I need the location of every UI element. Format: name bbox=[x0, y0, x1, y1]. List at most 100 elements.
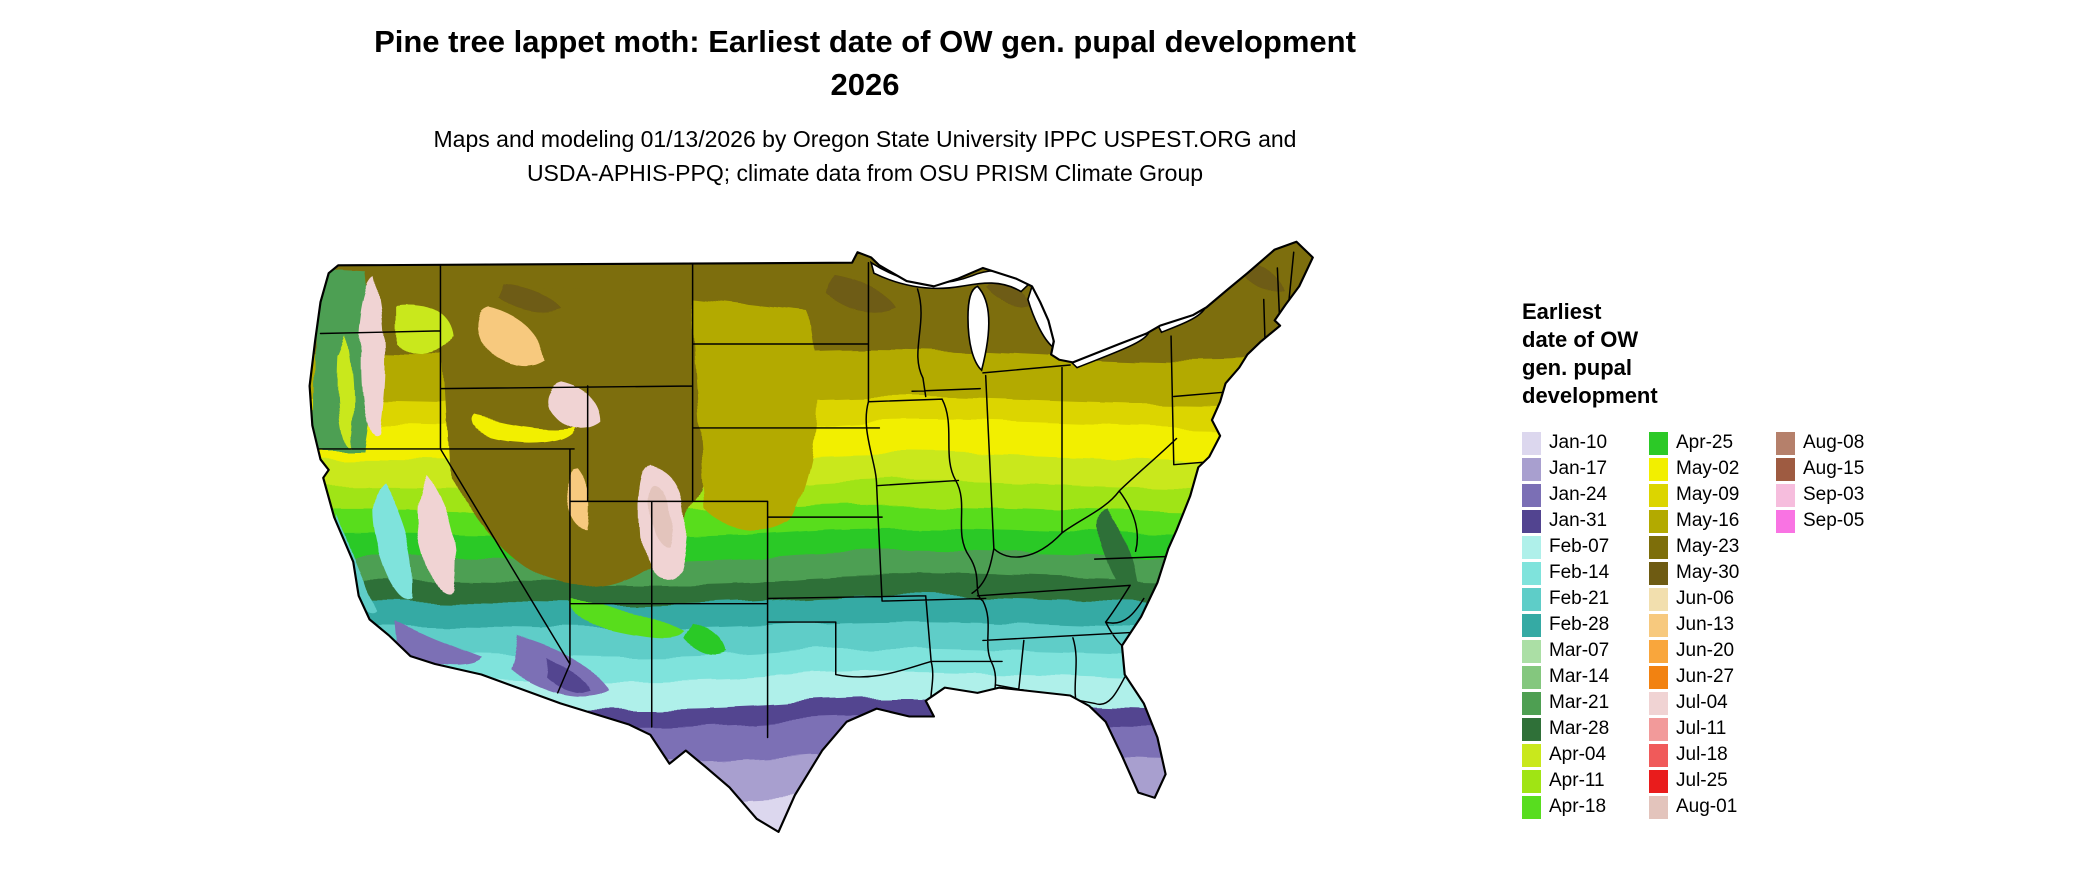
legend-swatch bbox=[1649, 691, 1668, 715]
legend-swatch bbox=[1649, 769, 1668, 793]
legend-label: Feb-28 bbox=[1549, 614, 1610, 635]
map-region-mogollon-rim bbox=[572, 601, 686, 640]
legend-swatch bbox=[1522, 795, 1541, 819]
legend-swatch bbox=[1649, 457, 1668, 481]
legend-label: May-23 bbox=[1676, 536, 1740, 557]
legend-swatch bbox=[1649, 431, 1668, 455]
legend-entry: Jun-06 bbox=[1649, 586, 1776, 612]
legend-label: Jun-27 bbox=[1676, 666, 1735, 687]
legend-entry: Jul-25 bbox=[1649, 768, 1776, 794]
legend-entry: May-02 bbox=[1649, 456, 1776, 482]
legend-title-line-2: date of OW bbox=[1522, 327, 1639, 352]
legend-swatch bbox=[1649, 587, 1668, 611]
map-band-jan17 bbox=[309, 750, 1313, 832]
subtitle-line-1: Maps and modeling 01/13/2026 by Oregon S… bbox=[433, 126, 1297, 152]
legend-swatch bbox=[1522, 717, 1541, 741]
map-region-border-sliver bbox=[993, 249, 1022, 262]
legend-swatch bbox=[1522, 431, 1541, 455]
legend-label: Sep-03 bbox=[1803, 484, 1865, 505]
legend-entry: Aug-01 bbox=[1649, 794, 1776, 820]
legend-entry: May-30 bbox=[1649, 560, 1776, 586]
map-band-jan10 bbox=[309, 792, 1313, 832]
legend-label: Mar-21 bbox=[1549, 692, 1610, 713]
legend-column-1: Jan-10 Jan-17 Jan-24 Jan-31 Feb-07 Feb-14 Feb-… bbox=[1522, 430, 1649, 820]
map-band-jan24 bbox=[309, 719, 1313, 832]
title-line-1: Pine tree lappet moth: Earliest date of … bbox=[374, 24, 1356, 59]
legend-label: Aug-01 bbox=[1676, 796, 1738, 817]
legend-column-2: Apr-25 May-02 May-09 May-16 May-23 May-30 Jun-… bbox=[1649, 430, 1776, 820]
legend-entry: May-09 bbox=[1649, 482, 1776, 508]
legend-label: Jun-20 bbox=[1676, 640, 1735, 661]
legend-entry: Apr-18 bbox=[1522, 794, 1649, 820]
legend-entry: Aug-08 bbox=[1776, 430, 1903, 456]
legend-swatch bbox=[1522, 509, 1541, 533]
legend-label: Jun-06 bbox=[1676, 588, 1735, 609]
map-region-wasatch bbox=[565, 466, 591, 531]
legend-swatch bbox=[1649, 509, 1668, 533]
legend-label: Sep-05 bbox=[1803, 510, 1865, 531]
legend-swatch bbox=[1522, 743, 1541, 767]
legend-label: Mar-14 bbox=[1549, 666, 1610, 687]
legend-label: Apr-04 bbox=[1549, 744, 1607, 765]
legend-label: May-30 bbox=[1676, 562, 1740, 583]
map-region-colorado-core bbox=[653, 490, 675, 547]
legend-label: Aug-15 bbox=[1803, 458, 1865, 479]
legend-label: Jun-13 bbox=[1676, 614, 1735, 635]
legend-entry: Jan-17 bbox=[1522, 456, 1649, 482]
lake-michigan bbox=[967, 285, 990, 372]
legend-swatch bbox=[1649, 535, 1668, 559]
legend-label: Jul-25 bbox=[1676, 770, 1728, 791]
legend-swatch bbox=[1649, 717, 1668, 741]
us-outline bbox=[308, 240, 1314, 833]
legend-entry: Sep-05 bbox=[1776, 508, 1903, 534]
legend-column-3: Aug-08 Aug-15 Sep-03 Sep-05 bbox=[1776, 430, 1903, 820]
legend-label: Jan-24 bbox=[1549, 484, 1608, 505]
legend-label: Apr-11 bbox=[1549, 770, 1605, 791]
map-region-snake-plain bbox=[476, 417, 577, 445]
legend-entry: Apr-11 bbox=[1522, 768, 1649, 794]
map-region-socal bbox=[396, 622, 485, 667]
legend-entry: Feb-07 bbox=[1522, 534, 1649, 560]
legend-swatch bbox=[1649, 743, 1668, 767]
legend-label: Aug-08 bbox=[1803, 432, 1865, 453]
map-region-sierra-nevada bbox=[416, 475, 455, 591]
legend-entry: Jul-11 bbox=[1649, 716, 1776, 742]
legend-swatch bbox=[1522, 665, 1541, 689]
legend-swatch bbox=[1522, 457, 1541, 481]
legend-swatch bbox=[1522, 639, 1541, 663]
title-line-2: 2026 bbox=[830, 67, 900, 102]
legend-entry: Jan-24 bbox=[1522, 482, 1649, 508]
legend-swatch bbox=[1522, 769, 1541, 793]
legend-label: Feb-21 bbox=[1549, 588, 1610, 609]
legend-entry: Jan-31 bbox=[1522, 508, 1649, 534]
legend-label: Jul-18 bbox=[1676, 744, 1728, 765]
legend-title-line-4: development bbox=[1522, 383, 1658, 408]
legend-label: Jan-10 bbox=[1549, 432, 1608, 453]
legend-label: Mar-28 bbox=[1549, 718, 1610, 739]
page-subtitle: Maps and modeling 01/13/2026 by Oregon S… bbox=[250, 122, 1480, 190]
map-region-cascades bbox=[358, 278, 384, 433]
legend-swatch bbox=[1776, 457, 1795, 481]
subtitle-line-2: USDA-APHIS-PPQ; climate data from OSU PR… bbox=[526, 160, 1204, 186]
legend-label: May-16 bbox=[1676, 510, 1740, 531]
legend-entry: Mar-28 bbox=[1522, 716, 1649, 742]
legend-label: May-09 bbox=[1676, 484, 1740, 505]
map-region-new-mexico-green bbox=[685, 624, 730, 657]
legend-entry: Apr-04 bbox=[1522, 742, 1649, 768]
legend-label: Feb-07 bbox=[1549, 536, 1610, 557]
legend-swatch bbox=[1649, 639, 1668, 663]
legend-label: Apr-25 bbox=[1676, 432, 1734, 453]
legend-entry: Aug-15 bbox=[1776, 456, 1903, 482]
legend-columns: Jan-10 Jan-17 Jan-24 Jan-31 Feb-07 Feb-14 Feb-… bbox=[1522, 430, 1942, 820]
map-region-montana-north bbox=[497, 283, 564, 314]
legend-label: Jan-17 bbox=[1549, 458, 1608, 479]
us-map-svg bbox=[308, 240, 1314, 833]
legend-swatch bbox=[1522, 535, 1541, 559]
legend-swatch bbox=[1776, 483, 1795, 507]
legend-swatch bbox=[1649, 795, 1668, 819]
map-region-high-plains bbox=[691, 299, 817, 531]
legend-entry: Jun-27 bbox=[1649, 664, 1776, 690]
legend-label: Mar-07 bbox=[1549, 640, 1610, 661]
legend-entry: Feb-14 bbox=[1522, 560, 1649, 586]
